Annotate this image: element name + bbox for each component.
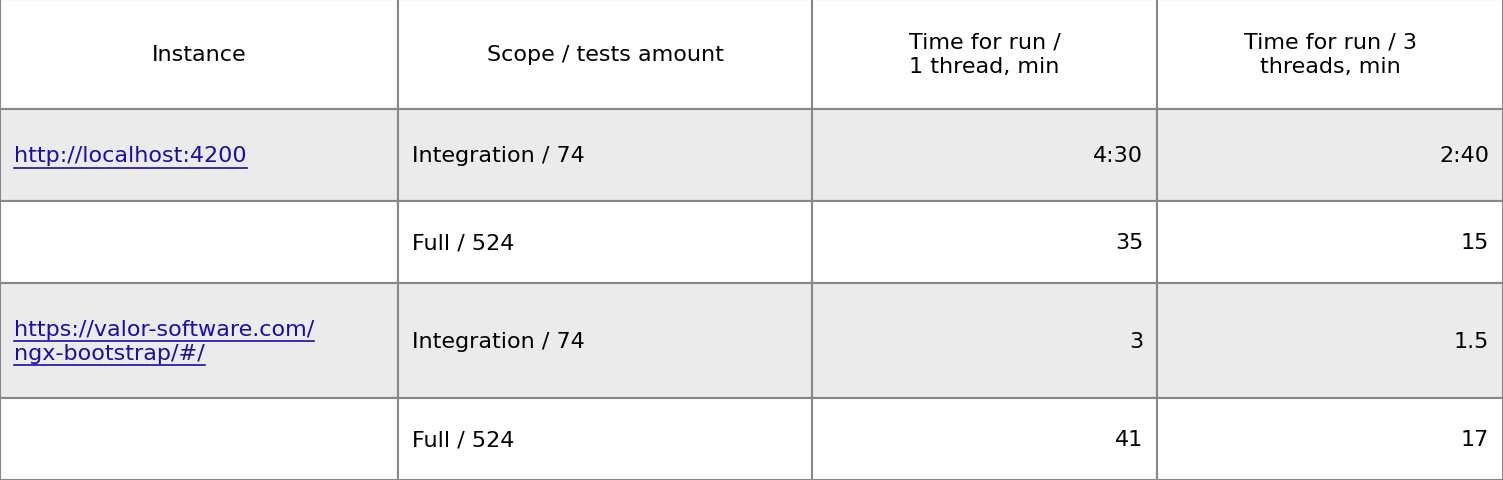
- Text: http://localhost:4200: http://localhost:4200: [14, 146, 246, 166]
- Text: 3: 3: [1129, 331, 1144, 351]
- Bar: [1157, 110, 1503, 202]
- Bar: [0, 283, 398, 398]
- Bar: [812, 110, 1157, 202]
- Bar: [398, 0, 812, 110]
- Bar: [0, 202, 398, 283]
- Bar: [0, 110, 398, 202]
- Bar: [1157, 0, 1503, 110]
- Bar: [398, 398, 812, 480]
- Text: 4:30: 4:30: [1093, 146, 1144, 166]
- Bar: [1157, 398, 1503, 480]
- Text: Time for run / 3
threads, min: Time for run / 3 threads, min: [1243, 33, 1417, 77]
- Text: Full / 524: Full / 524: [412, 429, 514, 449]
- Bar: [398, 202, 812, 283]
- Bar: [398, 283, 812, 398]
- Text: 2:40: 2:40: [1438, 146, 1489, 166]
- Text: 17: 17: [1461, 429, 1489, 449]
- Text: ngx-bootstrap/#/: ngx-bootstrap/#/: [14, 343, 204, 363]
- Text: Integration / 74: Integration / 74: [412, 331, 585, 351]
- Text: Integration / 74: Integration / 74: [412, 146, 585, 166]
- Bar: [0, 0, 398, 110]
- Bar: [398, 110, 812, 202]
- Text: https://valor-software.com/: https://valor-software.com/: [14, 319, 314, 339]
- Bar: [1157, 202, 1503, 283]
- Text: 35: 35: [1115, 233, 1144, 252]
- Text: 15: 15: [1461, 233, 1489, 252]
- Bar: [812, 202, 1157, 283]
- Text: 41: 41: [1115, 429, 1144, 449]
- Bar: [812, 283, 1157, 398]
- Bar: [812, 398, 1157, 480]
- Bar: [1157, 283, 1503, 398]
- Bar: [812, 0, 1157, 110]
- Text: Time for run /
1 thread, min: Time for run / 1 thread, min: [909, 33, 1060, 77]
- Bar: [0, 398, 398, 480]
- Text: 1.5: 1.5: [1453, 331, 1489, 351]
- Text: Scope / tests amount: Scope / tests amount: [487, 45, 723, 65]
- Text: Instance: Instance: [152, 45, 246, 65]
- Text: Full / 524: Full / 524: [412, 233, 514, 252]
